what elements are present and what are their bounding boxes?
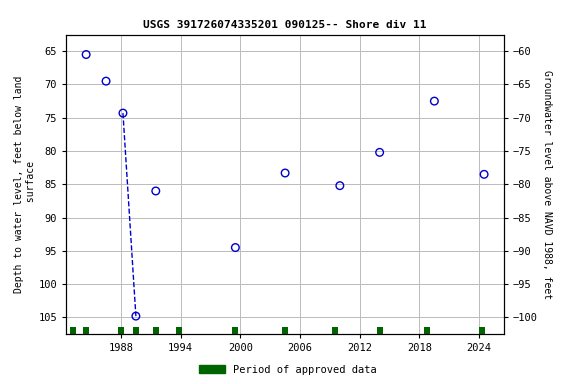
Point: [151, 188, 160, 194]
Bar: [232, 328, 238, 335]
Bar: [83, 328, 89, 335]
Point: [131, 313, 141, 319]
Point: [281, 170, 290, 176]
Point: [118, 110, 127, 116]
Bar: [425, 328, 430, 335]
Bar: [332, 328, 338, 335]
Point: [375, 149, 384, 156]
Bar: [70, 328, 76, 335]
Y-axis label: Groundwater level above NAVD 1988, feet: Groundwater level above NAVD 1988, feet: [542, 70, 552, 299]
Point: [335, 182, 344, 189]
Bar: [176, 328, 181, 335]
Point: [231, 245, 240, 251]
Bar: [118, 328, 124, 335]
Point: [430, 98, 439, 104]
Bar: [153, 328, 159, 335]
Point: [479, 171, 488, 177]
Bar: [479, 328, 485, 335]
Title: USGS 391726074335201 090125-- Shore div 11: USGS 391726074335201 090125-- Shore div …: [143, 20, 427, 30]
Point: [82, 51, 91, 58]
Bar: [282, 328, 288, 335]
Point: [101, 78, 111, 84]
Legend: Period of approved data: Period of approved data: [195, 361, 381, 379]
Bar: [377, 328, 382, 335]
Bar: [133, 328, 139, 335]
Y-axis label: Depth to water level, feet below land
 surface: Depth to water level, feet below land su…: [14, 76, 36, 293]
